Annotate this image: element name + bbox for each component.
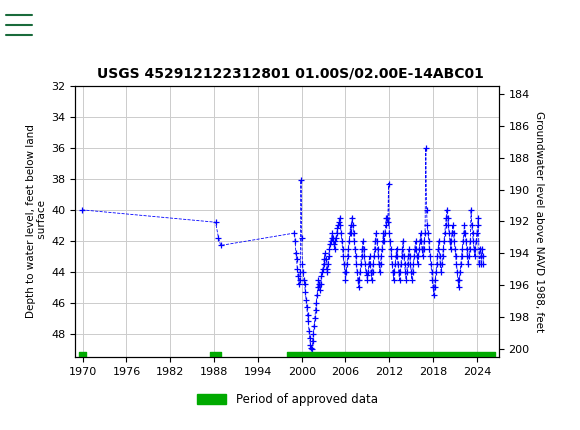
Text: USGS 452912122312801 01.00S/02.00E-14ABC01: USGS 452912122312801 01.00S/02.00E-14ABC… [96, 67, 484, 81]
Y-axis label: Groundwater level above NAVD 1988, feet: Groundwater level above NAVD 1988, feet [534, 111, 544, 332]
Legend: Period of approved data: Period of approved data [192, 388, 382, 411]
Text: USGS: USGS [35, 17, 82, 32]
Y-axis label: Depth to water level, feet below land
 surface: Depth to water level, feet below land su… [26, 125, 47, 318]
FancyBboxPatch shape [3, 4, 78, 46]
